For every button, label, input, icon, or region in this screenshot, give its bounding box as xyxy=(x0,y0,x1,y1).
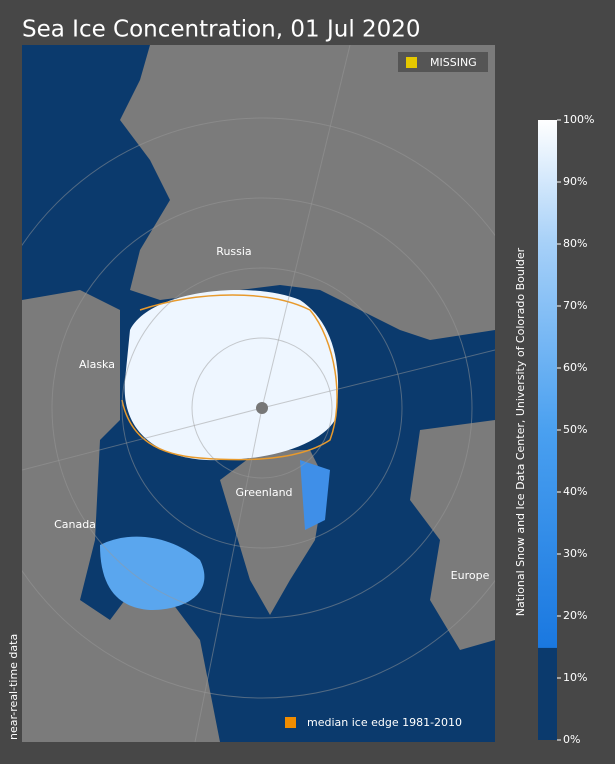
legend-label: median ice edge 1981-2010 xyxy=(307,716,462,729)
credit: National Snow and Ice Data Center, Unive… xyxy=(514,247,527,616)
map: Russia Alaska Canada Greenland Europe MI… xyxy=(22,45,495,742)
colorbar-tick-label: 20% xyxy=(563,609,587,622)
map-label: Alaska xyxy=(79,358,115,371)
colorbar-tick-label: 50% xyxy=(563,423,587,436)
sea-ice xyxy=(124,290,339,461)
graticule xyxy=(22,45,495,742)
status-label: near-real-time data xyxy=(7,634,20,740)
colorbar-tick-label: 60% xyxy=(563,361,587,374)
colorbar-tick-label: 10% xyxy=(563,671,587,684)
colorbar-tick-label: 0% xyxy=(563,733,580,746)
legend-label: MISSING xyxy=(430,56,477,69)
land-europe xyxy=(410,420,495,650)
map-label: Russia xyxy=(216,245,251,258)
colorbar-tick-label: 40% xyxy=(563,485,587,498)
map-label: Canada xyxy=(54,518,96,531)
land-north-america xyxy=(22,290,220,742)
colorbar-tick-label: 30% xyxy=(563,547,587,560)
pole-hole xyxy=(256,402,268,414)
median-ice-edge xyxy=(121,294,338,461)
colorbar xyxy=(538,120,557,740)
title: Sea Ice Concentration, 01 Jul 2020 xyxy=(22,17,421,43)
legend-box xyxy=(398,52,488,72)
land-greenland xyxy=(220,450,325,615)
map-label: Europe xyxy=(451,569,490,582)
sea-ice xyxy=(100,536,205,610)
sea-ice xyxy=(300,460,330,530)
legend-swatch xyxy=(406,57,417,68)
colorbar-tick-label: 100% xyxy=(563,113,594,126)
colorbar-tick-label: 70% xyxy=(563,299,587,312)
legend-swatch xyxy=(285,717,296,728)
colorbar-tick-label: 90% xyxy=(563,175,587,188)
colorbar-ticks: 0% 10% 20% 30% 40% 50% 60% 70% 80% 90% 100% xyxy=(557,113,594,746)
land-russia xyxy=(120,45,495,340)
colorbar-tick-label: 80% xyxy=(563,237,587,250)
map-label: Greenland xyxy=(235,486,292,499)
